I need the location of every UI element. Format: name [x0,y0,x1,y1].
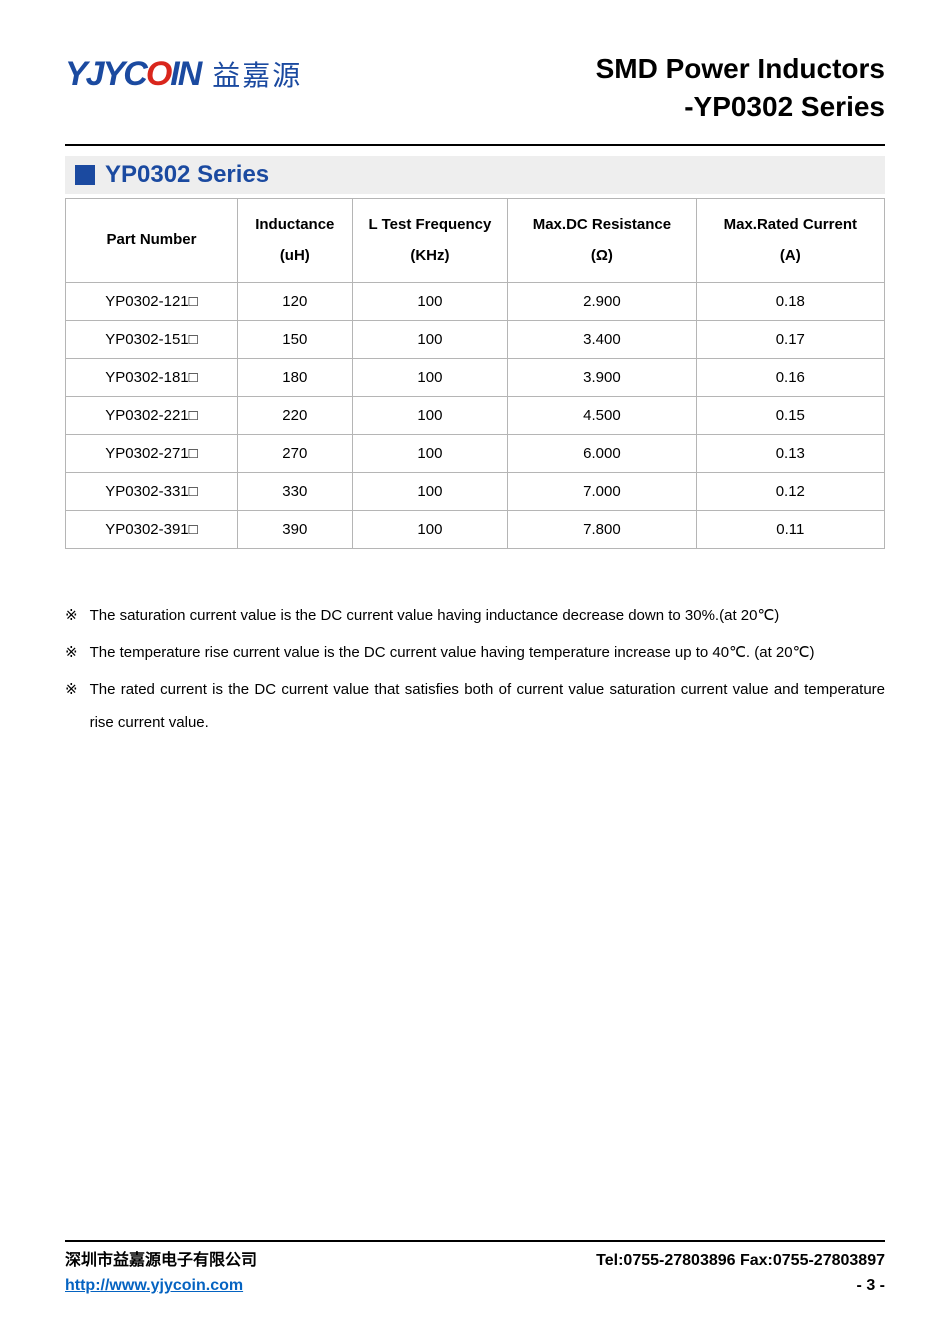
note-text: The saturation current value is the DC c… [90,599,885,632]
table-cell: 330 [237,472,352,510]
title-line-2: -YP0302 Series [596,88,885,126]
table-cell: YP0302-151□ [66,320,238,358]
note-marker: ※ [65,673,78,739]
document-title: SMD Power Inductors -YP0302 Series [596,50,885,126]
table-header-row: Part Number Inductance (uH) L Test Frequ… [66,198,885,282]
table-cell: 100 [352,472,508,510]
table-cell: 180 [237,358,352,396]
note-item: ※ The temperature rise current value is t… [65,636,885,669]
footer-url[interactable]: http://www.yjycoin.com [65,1277,243,1294]
note-text: The temperature rise current value is th… [90,636,885,669]
col-part-number: Part Number [66,198,238,282]
table-cell: 2.900 [508,282,696,320]
table-cell: 0.17 [696,320,884,358]
table-cell: 100 [352,358,508,396]
table-cell: 100 [352,510,508,548]
table-cell: 220 [237,396,352,434]
section-title: YP0302 Series [105,161,269,189]
col-inductance: Inductance (uH) [237,198,352,282]
table-cell: 3.900 [508,358,696,396]
note-text: The rated current is the DC current valu… [90,673,885,739]
table-cell: 0.12 [696,472,884,510]
table-cell: 7.800 [508,510,696,548]
header-divider [65,144,885,146]
footer-page-number: - 3 - [596,1273,885,1299]
footer-divider [65,1240,885,1242]
page-header: YJYCOIN 益嘉源 SMD Power Inductors -YP0302 … [65,50,885,126]
table-row: YP0302-271□2701006.0000.13 [66,434,885,472]
table-row: YP0302-391□3901007.8000.11 [66,510,885,548]
table-cell: 100 [352,434,508,472]
notes-section: ※ The saturation current value is the DC … [65,599,885,739]
table-cell: YP0302-391□ [66,510,238,548]
table-row: YP0302-331□3301007.0000.12 [66,472,885,510]
note-item: ※ The saturation current value is the DC … [65,599,885,632]
table-cell: 0.11 [696,510,884,548]
note-marker: ※ [65,636,78,669]
footer-right: Tel:0755-27803896 Fax:0755-27803897 - 3 … [596,1248,885,1299]
footer-company: 深圳市益嘉源电子有限公司 [65,1248,257,1274]
page-footer: 深圳市益嘉源电子有限公司 http://www.yjycoin.com Tel:… [65,1240,885,1299]
table-cell: 6.000 [508,434,696,472]
table-row: YP0302-151□1501003.4000.17 [66,320,885,358]
table-cell: 7.000 [508,472,696,510]
footer-contact: Tel:0755-27803896 Fax:0755-27803897 [596,1248,885,1274]
table-cell: 120 [237,282,352,320]
title-line-1: SMD Power Inductors [596,50,885,88]
company-logo: YJYCOIN 益嘉源 [65,50,302,94]
section-bullet-icon [75,165,95,185]
footer-left: 深圳市益嘉源电子有限公司 http://www.yjycoin.com [65,1248,257,1299]
table-cell: 0.18 [696,282,884,320]
logo-english: YJYCOIN [65,57,200,91]
table-cell: 100 [352,282,508,320]
table-cell: 100 [352,320,508,358]
table-cell: 390 [237,510,352,548]
table-cell: YP0302-331□ [66,472,238,510]
note-item: ※The rated current is the DC current val… [65,673,885,739]
table-cell: 3.400 [508,320,696,358]
col-test-frequency: L Test Frequency (KHz) [352,198,508,282]
table-cell: YP0302-221□ [66,396,238,434]
table-cell: YP0302-181□ [66,358,238,396]
table-cell: 150 [237,320,352,358]
specifications-table: Part Number Inductance (uH) L Test Frequ… [65,198,885,549]
table-cell: 100 [352,396,508,434]
section-header: YP0302 Series [65,156,885,194]
table-cell: 0.13 [696,434,884,472]
table-row: YP0302-121□1201002.9000.18 [66,282,885,320]
table-cell: 270 [237,434,352,472]
note-marker: ※ [65,599,78,632]
table-cell: 0.15 [696,396,884,434]
table-cell: YP0302-121□ [66,282,238,320]
col-rated-current: Max.Rated Current (A) [696,198,884,282]
table-cell: 4.500 [508,396,696,434]
table-row: YP0302-221□2201004.5000.15 [66,396,885,434]
col-dc-resistance: Max.DC Resistance (Ω) [508,198,696,282]
table-row: YP0302-181□1801003.9000.16 [66,358,885,396]
logo-chinese: 益嘉源 [206,54,302,94]
table-cell: YP0302-271□ [66,434,238,472]
table-cell: 0.16 [696,358,884,396]
